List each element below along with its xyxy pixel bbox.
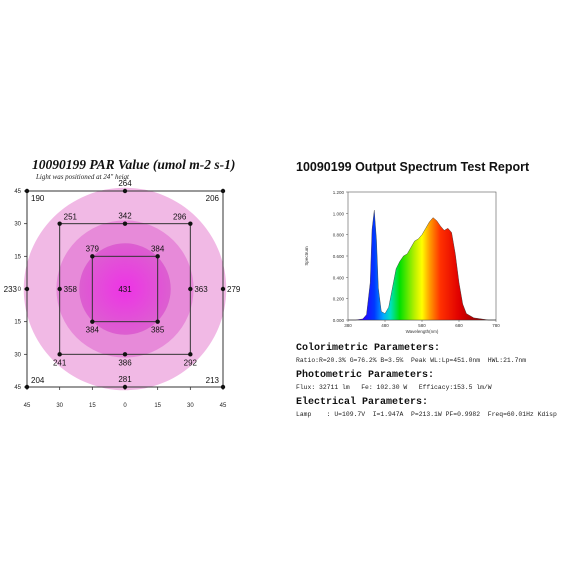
par-y-tick-label: 30 xyxy=(14,352,21,358)
par-square-15 xyxy=(91,255,159,323)
par-value-label: 386 xyxy=(118,358,132,367)
par-value-label: 241 xyxy=(53,358,67,367)
photometric-line: Flux: 32711 lm Fe: 102.30 W Efficacy:153… xyxy=(296,384,492,391)
par-measure-point xyxy=(220,384,226,390)
par-value-label: 342 xyxy=(118,212,132,221)
par-measure-point xyxy=(24,286,30,292)
par-x-tick-label: 45 xyxy=(220,403,227,409)
par-value-label: 385 xyxy=(151,326,165,335)
par-y-tick-label: 15 xyxy=(14,254,21,260)
spectrum-x-tick-label: 380 xyxy=(344,323,352,328)
par-value-label: 384 xyxy=(151,244,165,253)
par-x-tick-label: 30 xyxy=(56,403,63,409)
colorimetric-heading: Colorimetric Parameters: xyxy=(296,343,441,354)
par-x-tick-label: 15 xyxy=(89,403,96,409)
par-value-label: 384 xyxy=(86,326,100,335)
par-measure-point xyxy=(90,254,95,259)
par-measure-point xyxy=(155,319,160,324)
par-y-tick-label: 0 xyxy=(18,287,22,293)
spectrum-y-tick-label: 0.000 xyxy=(333,318,345,323)
par-measure-point xyxy=(188,221,193,226)
par-heatmap-chart: 45 30 15 0 15 30 45 45 30 15 0 15 30 45 190 264 206 251 34… xyxy=(4,179,241,409)
colorimetric-line: Ratio:R=20.3% G=76.2% B=3.5% Peak WL:Lp=… xyxy=(296,357,527,364)
spectrum-y-tick-label: 0.200 xyxy=(333,297,345,302)
par-value-label: 281 xyxy=(118,375,132,384)
photometric-heading: Photometric Parameters: xyxy=(296,370,435,381)
par-zone-inner xyxy=(79,243,171,335)
spectrum-area-chart: 0.000 0.200 0.400 0.600 0.800 1.000 1.200 380 48… xyxy=(304,190,500,334)
electrical-line: Lamp : U=109.7V I=1.947A P=213.1W PF=0.9… xyxy=(296,411,557,418)
par-y-tick-label: 15 xyxy=(14,320,21,326)
par-measure-point xyxy=(57,286,62,292)
spectrum-chart-title: 10090199 Output Spectrum Test Report xyxy=(296,160,530,174)
spectrum-area-series xyxy=(348,210,496,321)
par-value-label: 264 xyxy=(118,179,132,188)
par-value-label: 251 xyxy=(64,213,78,222)
par-value-label: 206 xyxy=(206,194,220,203)
par-measure-point xyxy=(57,352,62,357)
par-measure-point xyxy=(220,286,226,292)
par-value-label: 363 xyxy=(194,285,208,294)
par-chart-subtitle: Light was positioned at 24" heigt xyxy=(36,173,129,181)
par-value-label: 279 xyxy=(227,285,241,294)
spectrum-x-tick-label: 780 xyxy=(492,323,500,328)
par-y-tick-label: 45 xyxy=(14,385,21,391)
par-value-label: 213 xyxy=(206,376,220,385)
par-measure-point xyxy=(220,188,226,194)
spectrum-y-tick-label: 1.000 xyxy=(333,211,345,216)
par-value-label: 292 xyxy=(184,358,198,367)
par-measure-point xyxy=(155,254,160,259)
spectrum-x-tick-label: 580 xyxy=(418,323,426,328)
par-value-label: 358 xyxy=(64,285,78,294)
spectrum-y-tick-label: 0.800 xyxy=(333,233,345,238)
par-value-label: 190 xyxy=(31,194,45,203)
par-value-label: 204 xyxy=(31,376,45,385)
spectrum-y-tick-label: 0.600 xyxy=(333,254,345,259)
par-measure-point xyxy=(24,188,30,194)
par-measure-point xyxy=(188,286,193,292)
par-value-label: 233 xyxy=(4,285,18,294)
electrical-heading: Electrical Parameters: xyxy=(296,397,429,408)
par-x-tick-label: 45 xyxy=(24,403,31,409)
par-chart-title: 10090199 PAR Value (umol m-2 s-1) xyxy=(32,157,236,172)
spectrum-y-axis-label: Spectrum xyxy=(304,246,309,266)
par-measure-point xyxy=(90,319,95,324)
par-x-tick-label: 30 xyxy=(187,403,194,409)
spectrum-x-tick-label: 480 xyxy=(381,323,389,328)
par-y-tick-label: 45 xyxy=(14,189,21,195)
spectrum-y-tick-label: 1.200 xyxy=(333,190,345,195)
par-y-tick-label: 30 xyxy=(14,222,21,228)
spectrum-y-tick-label: 0.400 xyxy=(333,275,345,280)
par-measure-point xyxy=(122,384,128,390)
par-measure-point xyxy=(122,221,128,226)
par-measure-point xyxy=(122,352,128,357)
par-value-label: 379 xyxy=(86,244,100,253)
par-value-label: 431 xyxy=(118,285,132,294)
par-measure-point xyxy=(57,221,62,226)
par-x-tick-label: 15 xyxy=(154,403,161,409)
spectrum-x-axis-label: Wavelength(nm) xyxy=(406,329,439,334)
par-measure-point xyxy=(122,188,128,194)
par-x-tick-label: 0 xyxy=(123,403,127,409)
par-value-label: 296 xyxy=(173,213,187,222)
par-measure-point xyxy=(188,352,193,357)
spectrum-x-tick-label: 680 xyxy=(455,323,463,328)
par-measure-point xyxy=(24,384,30,390)
